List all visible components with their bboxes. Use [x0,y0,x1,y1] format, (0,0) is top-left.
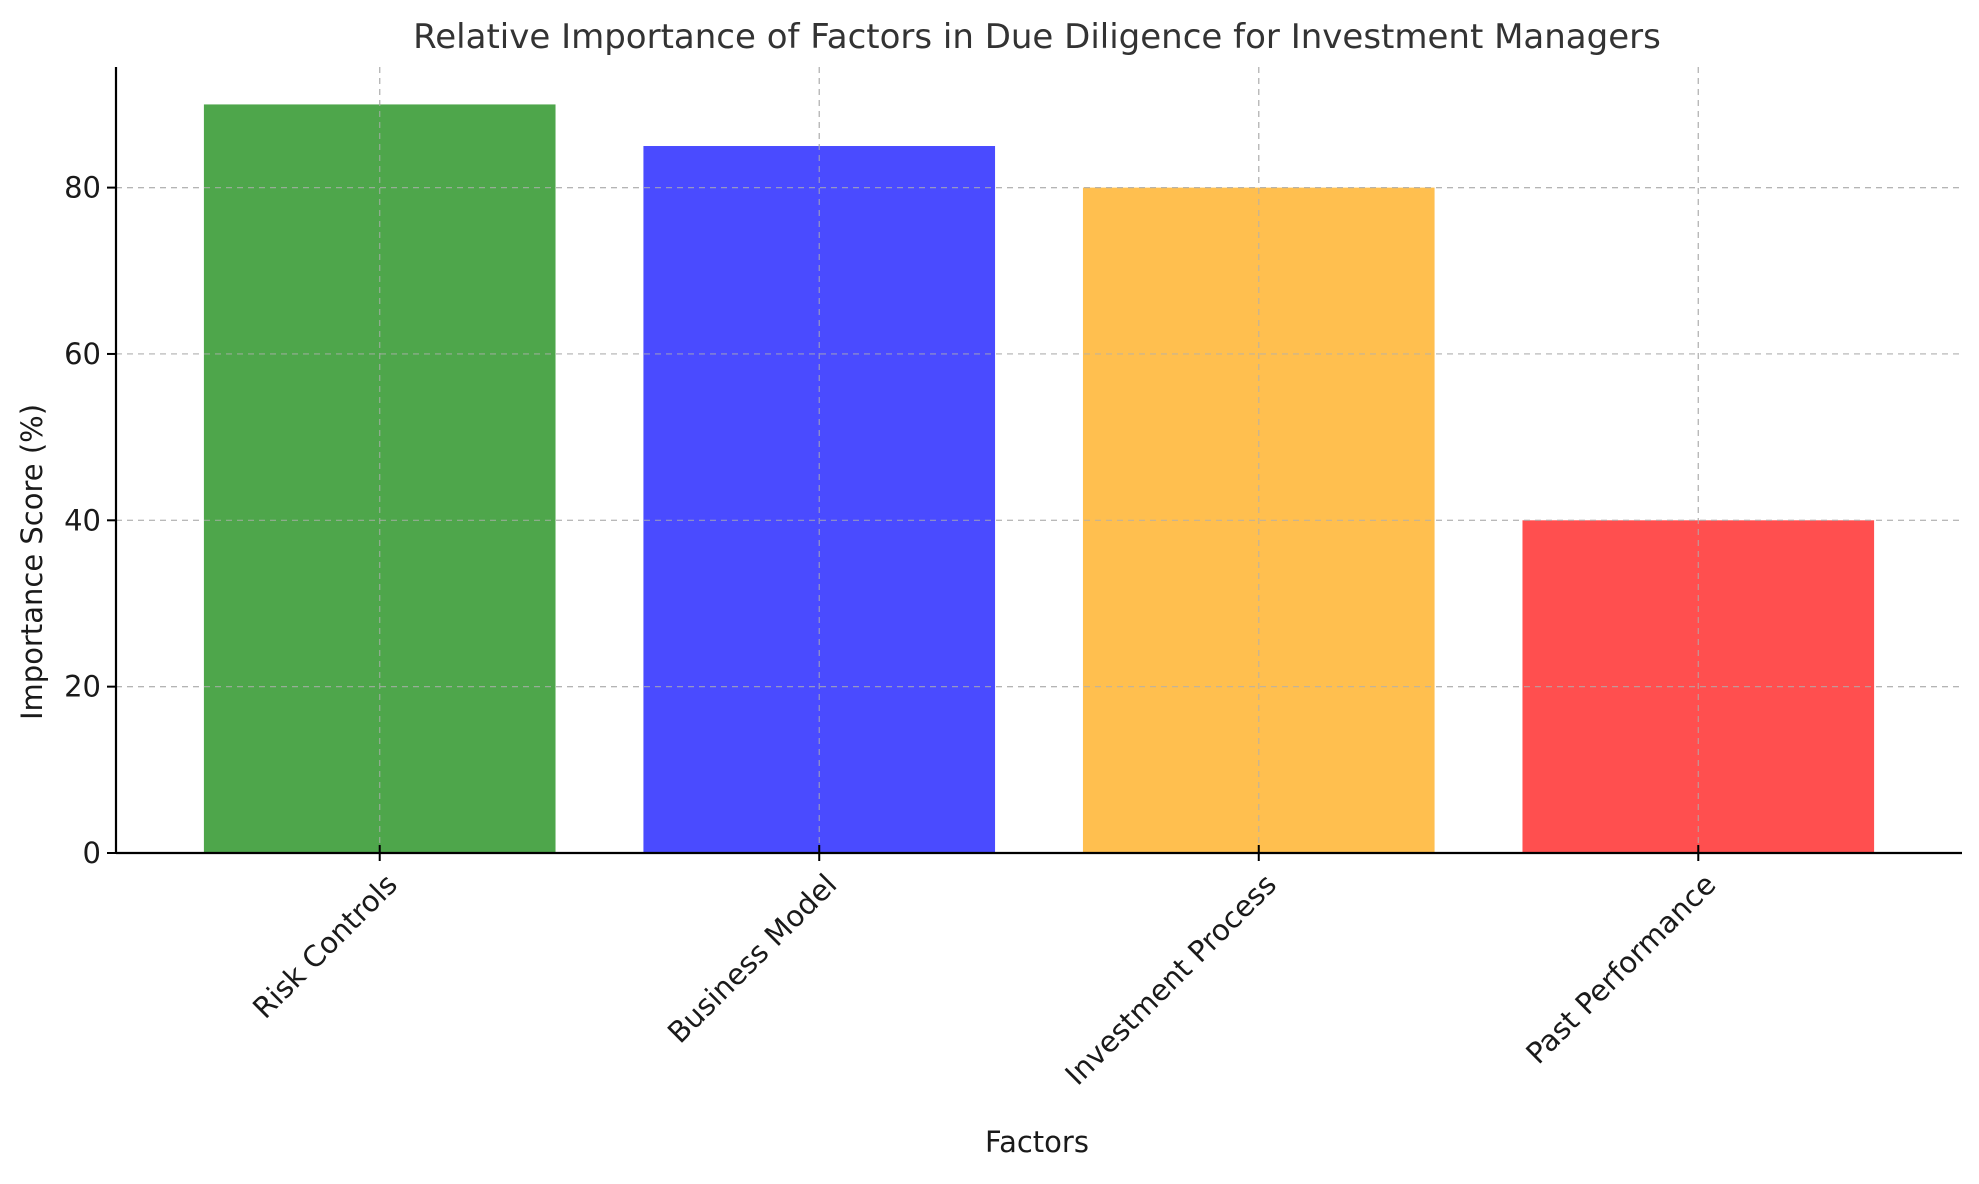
y-tick-label: 20 [64,670,101,704]
chart-title: Relative Importance of Factors in Due Di… [413,17,1661,57]
y-tick-label: 80 [64,171,101,205]
x-tick-labels: Risk Controls Business Model Investment Pr… [246,867,1722,1092]
x-tick-label: Past Performance [1519,867,1722,1070]
y-tick-label: 60 [64,337,101,371]
axes [107,67,1962,861]
bars [116,67,1962,854]
x-tick-label: Risk Controls [246,867,404,1025]
y-tick-label: 40 [64,503,101,537]
x-axis-label: Factors [985,1125,1089,1159]
x-tick-label: Business Model [661,867,844,1050]
y-tick-label: 0 [83,836,101,870]
y-tick-labels: 0 20 40 60 80 [64,171,101,870]
y-axis-label: Importance Score (%) [15,404,49,720]
x-tick-label: Investment Process [1058,867,1283,1092]
